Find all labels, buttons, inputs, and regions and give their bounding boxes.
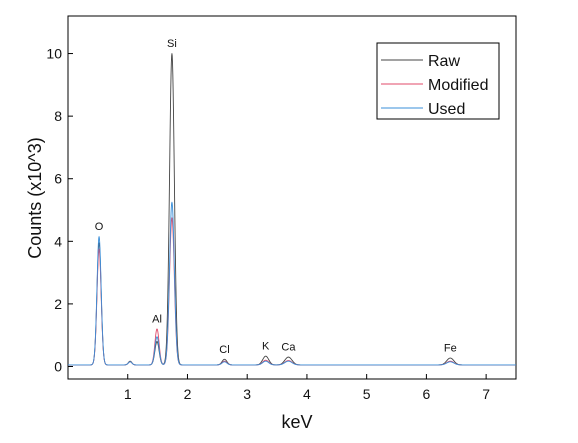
- x-tick-label-5: 5: [363, 386, 371, 402]
- x-tick-label-2: 2: [184, 386, 192, 402]
- y-axis-title: Counts (x10^3): [25, 137, 45, 259]
- peak-label-al: Al: [152, 313, 162, 325]
- legend-label-used: Used: [428, 101, 465, 118]
- peak-label-o: O: [95, 221, 104, 233]
- series-layer: [67, 53, 517, 366]
- plot-frame: [67, 15, 517, 380]
- peak-label-k: K: [262, 341, 270, 353]
- x-tick-label-1: 1: [124, 386, 132, 402]
- peak-label-cl: Cl: [219, 344, 229, 356]
- peak-label-fe: Fe: [444, 343, 457, 355]
- y-tick-label-10: 10: [46, 46, 62, 62]
- x-tick-label-7: 7: [482, 386, 490, 402]
- y-tick-label-6: 6: [54, 171, 62, 187]
- y-tick-label-0: 0: [54, 358, 62, 374]
- x-tick-label-4: 4: [303, 386, 311, 402]
- legend-label-modified: Modified: [428, 77, 488, 94]
- peak-label-ca: Ca: [281, 342, 296, 354]
- legend: Raw Modified Used: [376, 42, 500, 120]
- legend-label-raw: Raw: [428, 53, 460, 70]
- y-tick-label-8: 8: [54, 108, 62, 124]
- annotation-layer: O Si Al Cl K Ca Fe: [95, 38, 457, 356]
- y-tick-label-4: 4: [54, 233, 62, 249]
- legend-items: Raw Modified Used: [381, 53, 488, 118]
- series-line-used: [67, 201, 517, 366]
- legend-box: [376, 42, 500, 120]
- x-tick-label-6: 6: [423, 386, 431, 402]
- peak-label-si: Si: [167, 38, 177, 50]
- y-tick-label-2: 2: [54, 296, 62, 312]
- x-tick-label-3: 3: [243, 386, 251, 402]
- x-axis-title: keV: [281, 412, 312, 432]
- tick-layer: 1 2 3 4 5 6 7 0 2 4 6 8 10: [46, 46, 490, 402]
